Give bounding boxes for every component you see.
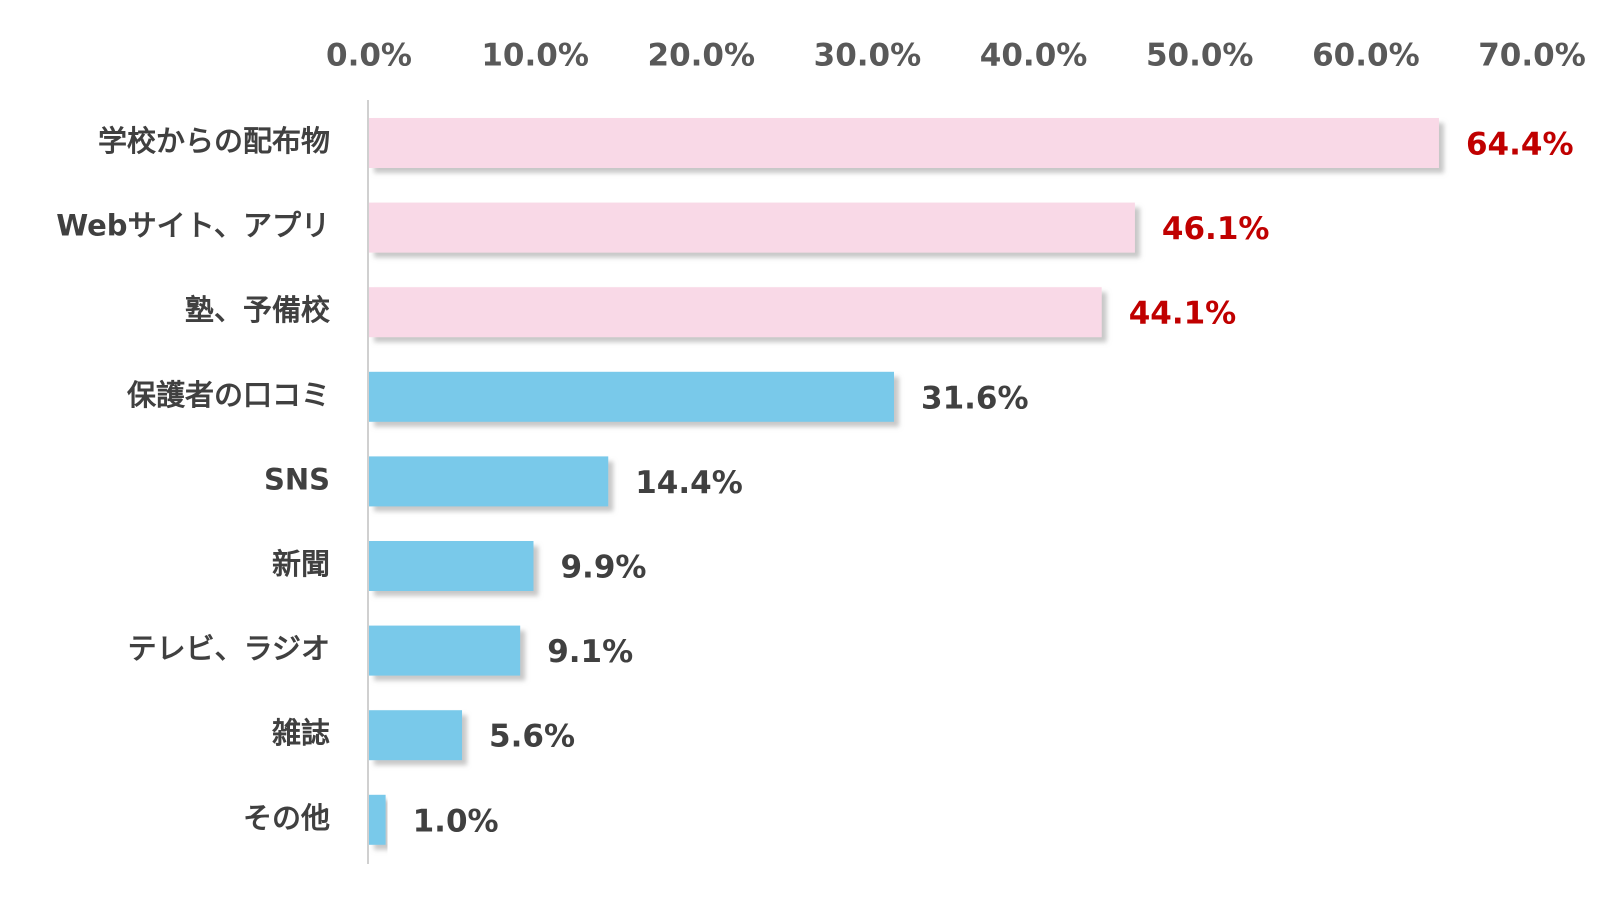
bar — [369, 794, 386, 845]
bar — [369, 287, 1102, 338]
bar — [369, 456, 609, 507]
x-tick-label: 0.0% — [326, 38, 412, 74]
data-label: 44.1% — [1129, 296, 1237, 332]
data-label: 9.9% — [560, 550, 646, 586]
x-tick-label: 20.0% — [648, 38, 756, 74]
data-label: 9.1% — [547, 634, 633, 670]
category-label: 雑誌 — [271, 716, 330, 750]
category-label: 塾、予備校 — [185, 293, 330, 327]
data-label: 46.1% — [1162, 211, 1270, 247]
category-label: テレビ、ラジオ — [128, 632, 330, 666]
bar — [369, 710, 463, 761]
category-label: SNS — [264, 462, 330, 496]
category-label: 学校からの配布物 — [98, 124, 330, 158]
bar — [369, 118, 1439, 168]
bar — [369, 202, 1135, 253]
x-tick-label: 50.0% — [1146, 38, 1254, 74]
x-tick-label: 10.0% — [481, 38, 589, 74]
category-label: Webサイト、アプリ — [56, 209, 330, 243]
data-label: 31.6% — [921, 380, 1029, 416]
data-label: 64.4% — [1466, 127, 1574, 163]
data-label: 5.6% — [489, 719, 575, 755]
bars — [369, 118, 1439, 845]
data-label: 1.0% — [413, 803, 499, 839]
bar — [369, 541, 534, 591]
x-axis-ticks: 0.0% 10.0% 20.0% 30.0% 40.0% 50.0% 60.0% 70.0% — [326, 38, 1586, 74]
x-tick-label: 30.0% — [814, 38, 922, 74]
x-tick-label: 40.0% — [980, 38, 1088, 74]
bar — [369, 371, 895, 422]
category-label: 保護者の口コミ — [126, 378, 330, 412]
x-tick-label: 70.0% — [1478, 38, 1586, 74]
data-labels: 64.4% 46.1% 44.1% 31.6% 14.4% 9.9% 9.1% 5.6% 1.0… — [413, 127, 1574, 840]
bar — [369, 625, 521, 676]
x-tick-label: 60.0% — [1312, 38, 1420, 74]
category-label: その他 — [243, 801, 330, 835]
category-label: 新聞 — [272, 547, 330, 581]
data-label: 14.4% — [635, 465, 743, 501]
